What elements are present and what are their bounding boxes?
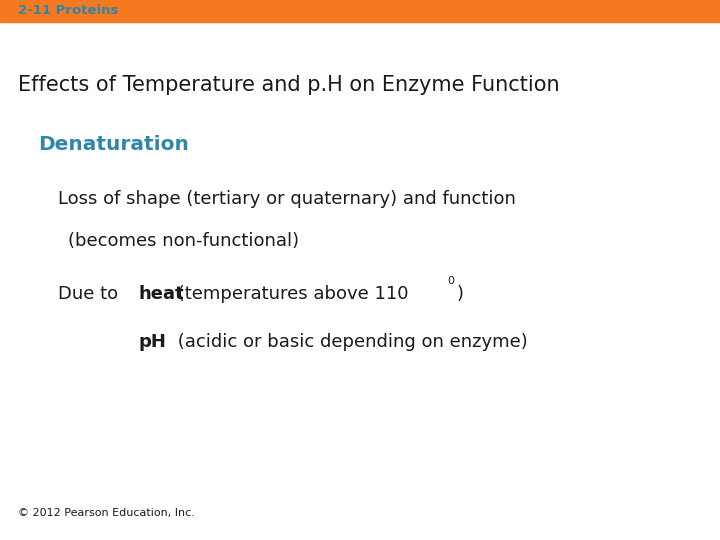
Text: (temperatures above 110: (temperatures above 110: [172, 285, 408, 303]
Text: (becomes non-functional): (becomes non-functional): [68, 232, 299, 250]
Text: ): ): [457, 285, 464, 303]
Text: (acidic or basic depending on enzyme): (acidic or basic depending on enzyme): [172, 333, 528, 351]
Text: 2-11 Proteins: 2-11 Proteins: [18, 4, 118, 17]
Text: Denaturation: Denaturation: [38, 135, 189, 154]
Text: Due to: Due to: [58, 285, 118, 303]
Text: 0: 0: [447, 276, 454, 286]
Text: pH: pH: [138, 333, 166, 351]
Bar: [0, 0, 720, 22]
Text: Loss of shape (tertiary or quaternary) and function: Loss of shape (tertiary or quaternary) a…: [58, 190, 516, 208]
Text: heat: heat: [138, 285, 184, 303]
Text: Effects of Temperature and p.H on Enzyme Function: Effects of Temperature and p.H on Enzyme…: [18, 75, 559, 95]
Text: © 2012 Pearson Education, Inc.: © 2012 Pearson Education, Inc.: [18, 508, 195, 518]
